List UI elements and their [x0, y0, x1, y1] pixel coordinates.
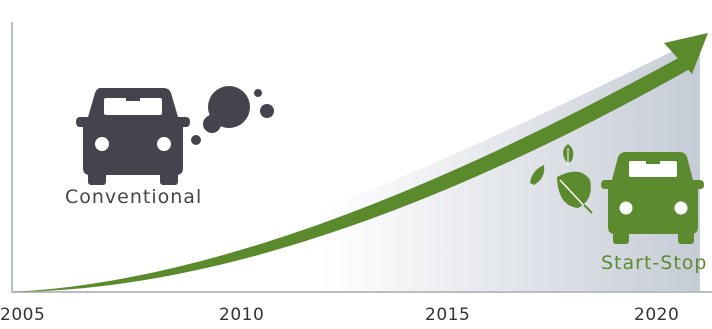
- conventional-car-icon: [76, 88, 190, 185]
- area-under-curve: [12, 40, 700, 292]
- x-tick-label: 2005: [0, 305, 46, 325]
- x-tick-label: 2020: [634, 305, 680, 325]
- conventional-label: Conventional: [65, 186, 203, 208]
- start-stop-label: Start-Stop: [601, 252, 708, 274]
- leaf-icon: [530, 144, 593, 214]
- exhaust-smoke-icon: [191, 86, 274, 145]
- x-tick-label: 2015: [425, 305, 471, 325]
- start-stop-car-icon: [601, 152, 704, 244]
- growth-arrow-icon: [12, 33, 708, 292]
- x-tick-label: 2010: [219, 305, 265, 325]
